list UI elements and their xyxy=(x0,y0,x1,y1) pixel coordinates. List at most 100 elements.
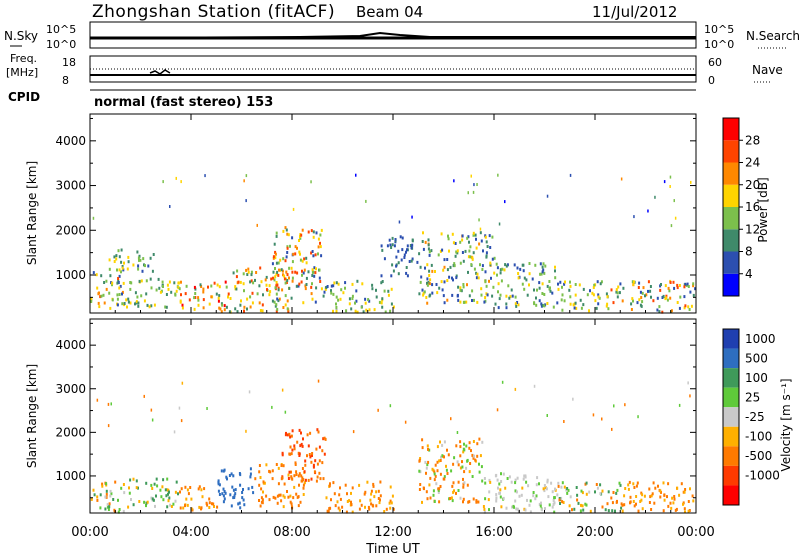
heatmap-cell xyxy=(320,254,323,258)
heatmap-cell xyxy=(184,504,186,508)
heatmap-cell xyxy=(683,295,686,299)
heatmap-cell xyxy=(426,497,429,501)
heatmap-cell xyxy=(137,301,140,305)
heatmap-cell xyxy=(536,476,539,480)
heatmap-cell xyxy=(239,506,242,510)
heatmap-cell xyxy=(345,510,348,514)
heatmap-cell xyxy=(312,235,315,239)
heatmap-cell xyxy=(459,300,462,304)
heatmap-cell xyxy=(299,500,302,504)
heatmap-cell xyxy=(210,284,213,288)
heatmap-cell xyxy=(160,495,163,499)
heatmap-cell xyxy=(166,477,169,481)
heatmap-cell xyxy=(485,292,488,296)
heatmap-cell xyxy=(486,293,489,297)
heatmap-cell xyxy=(206,407,208,410)
heatmap-cell xyxy=(157,277,160,281)
heatmap-cell xyxy=(559,280,562,284)
heatmap-cell xyxy=(328,484,331,488)
heatmap-cell xyxy=(309,455,312,459)
heatmap-cell xyxy=(205,501,208,505)
heatmap-cell xyxy=(682,502,684,506)
heatmap-cell xyxy=(223,308,226,312)
heatmap-cell xyxy=(443,477,446,481)
heatmap-cell xyxy=(418,458,421,462)
heatmap-cell xyxy=(96,495,99,499)
heatmap-cell xyxy=(522,269,525,273)
heatmap-cell xyxy=(275,463,278,466)
heatmap-cell xyxy=(596,486,599,490)
heatmap-cell xyxy=(291,477,294,481)
heatmap-cell xyxy=(598,296,601,300)
heatmap-cell xyxy=(282,494,285,498)
heatmap-cell xyxy=(406,244,409,248)
heatmap-cell xyxy=(300,280,303,284)
heatmap-cell xyxy=(556,493,559,497)
heatmap-cell xyxy=(595,483,598,486)
heatmap-cell xyxy=(479,454,482,458)
heatmap-cell xyxy=(463,448,466,452)
heatmap-cell xyxy=(233,494,236,498)
heatmap-cell xyxy=(166,505,169,509)
heatmap-cell xyxy=(589,289,591,293)
heatmap-cell xyxy=(112,498,115,501)
heatmap-cell xyxy=(294,270,297,274)
heatmap-cell xyxy=(411,257,414,261)
heatmap-cell xyxy=(151,497,154,501)
heatmap-cell xyxy=(197,296,200,300)
heatmap-cell xyxy=(166,488,169,492)
heatmap-cell xyxy=(516,301,519,304)
heatmap-cell xyxy=(121,266,124,270)
heatmap-cell xyxy=(297,284,300,288)
heatmap-cell xyxy=(515,304,518,308)
heatmap-cell xyxy=(166,283,169,287)
heatmap-cell xyxy=(614,509,616,513)
heatmap-cell xyxy=(658,305,661,309)
heatmap-cell xyxy=(228,310,231,314)
heatmap-cell xyxy=(441,248,444,252)
heatmap-cell xyxy=(497,282,500,286)
heatmap-cell xyxy=(286,299,289,303)
heatmap-cell xyxy=(259,504,262,508)
heatmap-cell xyxy=(439,440,441,444)
heatmap-cell xyxy=(151,269,154,273)
heatmap-cell xyxy=(364,490,367,494)
heatmap-cell xyxy=(354,309,357,313)
heatmap-cell xyxy=(423,290,426,294)
heatmap-cell xyxy=(451,499,454,503)
heatmap-cell xyxy=(274,496,277,500)
heatmap-cell xyxy=(377,497,380,500)
heatmap-cell xyxy=(690,304,693,308)
heatmap-cell xyxy=(406,248,408,252)
heatmap-cell xyxy=(456,249,459,253)
heatmap-cell xyxy=(514,387,517,391)
heatmap-cell xyxy=(271,262,274,266)
x-tick-label: 20:00 xyxy=(576,525,613,540)
heatmap-cell xyxy=(315,286,318,290)
heatmap-cell xyxy=(293,444,296,448)
heatmap-cell xyxy=(648,501,651,504)
heatmap-cell xyxy=(123,302,126,305)
heatmap-cell xyxy=(108,505,111,509)
heatmap-cell xyxy=(208,506,211,509)
heatmap-cell xyxy=(539,504,542,508)
heatmap-cell xyxy=(383,257,386,261)
heatmap-cell xyxy=(303,257,306,261)
heatmap-cell xyxy=(405,250,407,254)
heatmap-cell xyxy=(303,481,306,485)
heatmap-cell xyxy=(606,302,609,306)
heatmap-cell xyxy=(588,309,590,313)
heatmap-cell xyxy=(119,284,122,288)
heatmap-cell xyxy=(474,233,477,237)
heatmap-cell xyxy=(504,263,507,267)
heatmap-cell xyxy=(282,273,284,277)
heatmap-cell xyxy=(311,270,314,274)
heatmap-cell xyxy=(514,499,517,503)
heatmap-cell xyxy=(637,286,640,289)
heatmap-cell xyxy=(282,257,285,261)
heatmap-cell xyxy=(429,496,432,500)
heatmap-cell xyxy=(140,279,143,283)
heatmap-cell xyxy=(371,283,374,287)
heatmap-cell xyxy=(523,507,526,511)
heatmap-cell xyxy=(247,270,250,274)
